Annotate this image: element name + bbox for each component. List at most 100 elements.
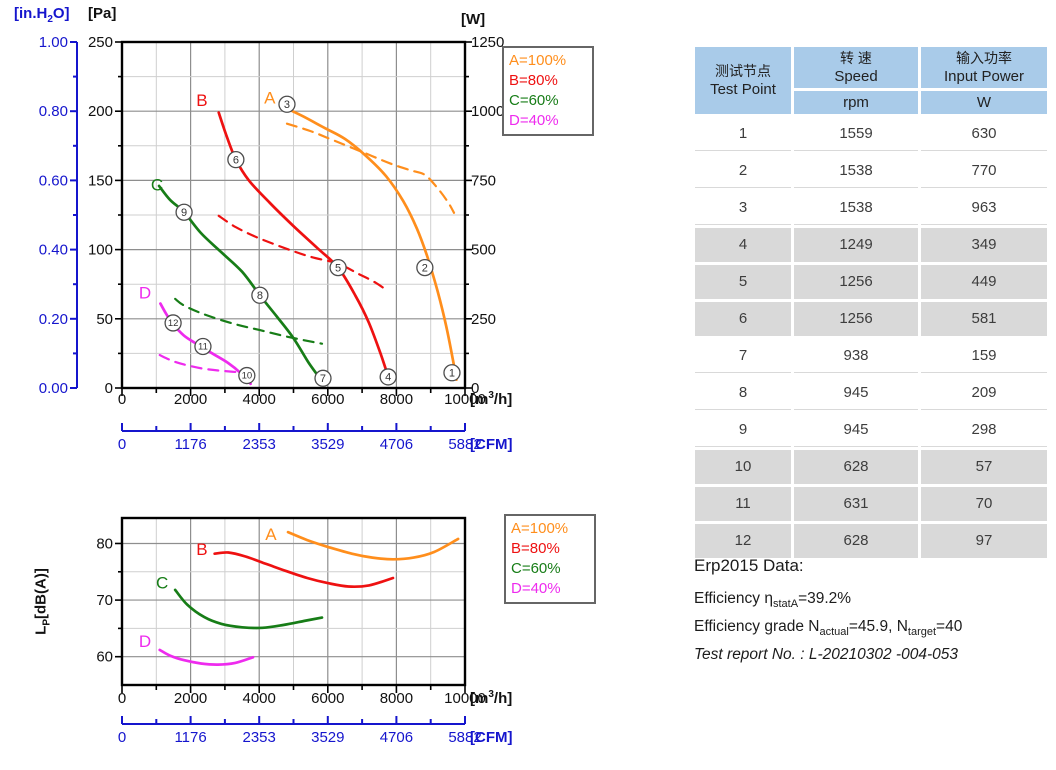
curve-label-D: D	[139, 632, 151, 651]
m3h-axis-unit-bottom: [m3/h]	[470, 689, 513, 707]
tick-label: 1176	[174, 729, 206, 746]
test-point-marker-3	[278, 95, 296, 113]
test-point-number-1: 1	[449, 368, 455, 380]
test-point-number-5: 5	[335, 262, 341, 274]
curve-C-power	[174, 297, 324, 345]
curve-label-A: A	[264, 88, 276, 107]
power-unit-header: W	[921, 91, 1047, 114]
tick-label: 2000	[174, 391, 207, 408]
tick-label: 1.00	[39, 34, 68, 51]
tick-label: 2000	[174, 690, 207, 707]
test-point-number-12: 12	[168, 318, 179, 329]
legend-item-A: A=100%	[511, 520, 569, 537]
curve-label-B: B	[196, 540, 207, 559]
tick-label: 0.20	[39, 311, 68, 328]
curve-B-power	[217, 214, 390, 293]
curve-label-A: A	[265, 525, 277, 544]
curve-A-pressure	[285, 107, 458, 382]
tick-label: 4000	[243, 690, 276, 707]
tick-label: 1176	[174, 436, 206, 453]
table-row-7: 7 938 159	[695, 339, 1047, 373]
legend-top-chart: A=100% B=80% C=60% D=40%	[502, 46, 594, 136]
test-point-marker-10	[238, 366, 256, 385]
tick-label: 2353	[243, 436, 276, 453]
curve-A-power	[285, 122, 456, 214]
w-axis-unit: [W]	[461, 11, 486, 28]
tick-label: 200	[88, 103, 113, 120]
inh2o-axis-unit: [in.H2O]	[14, 5, 70, 25]
tick-label: 150	[88, 172, 113, 189]
lp-axis-unit: LP[dB(A)]	[32, 568, 53, 635]
test-point-number-7: 7	[320, 373, 326, 385]
tick-label: 0.00	[39, 380, 68, 397]
legend-item-D: D=40%	[511, 580, 561, 597]
tick-label: 0.60	[39, 172, 68, 189]
tick-label: 100	[88, 242, 113, 259]
tick-label: 4706	[380, 729, 413, 746]
test-point-marker-12	[164, 314, 182, 332]
table-row-8: 8 945 209	[695, 376, 1047, 410]
tick-label: 500	[471, 242, 496, 259]
table-row-5: 5 1256 449	[695, 265, 1047, 299]
tick-label: 3529	[311, 436, 344, 453]
legend-item-C: C=60%	[509, 92, 559, 109]
tick-label: 0.40	[39, 242, 68, 259]
test-point-number-10: 10	[242, 371, 253, 382]
curve-A-noise	[286, 530, 460, 561]
table-row-12: 12 628 97	[695, 524, 1047, 558]
erp-grade-line: Efficiency grade Nactual=45.9, Ntarget=4…	[694, 618, 963, 639]
test-point-marker-5	[329, 258, 347, 277]
tick-label: 0	[105, 380, 113, 397]
curve-label-C: C	[156, 574, 168, 593]
table-row-11: 11 631 70	[695, 487, 1047, 521]
tick-label: 250	[471, 311, 496, 328]
tick-label: 250	[88, 34, 113, 51]
legend-item-C: C=60%	[511, 560, 561, 577]
tick-label: 2353	[243, 729, 276, 746]
table-row-10: 10 628 57	[695, 450, 1047, 484]
tick-label: 50	[96, 311, 113, 328]
tick-label: 0	[118, 391, 126, 408]
tick-label: 6000	[311, 391, 344, 408]
test-point-marker-9	[175, 203, 193, 221]
table-row-1: 1 1559 630	[695, 117, 1047, 151]
test-point-marker-6	[227, 150, 245, 169]
test-point-number-3: 3	[284, 99, 290, 111]
tick-label: 10000	[444, 391, 486, 408]
tick-label: 8000	[380, 690, 413, 707]
table-row-3: 3 1538 963	[695, 191, 1047, 225]
speed-unit-header: rpm	[794, 91, 918, 114]
tick-label: 1000	[471, 103, 504, 120]
test-point-number-8: 8	[257, 290, 263, 302]
erp-test-report-line: Test report No. : L-20210302 -004-053	[694, 646, 958, 663]
table-row-2: 2 1538 770	[695, 154, 1047, 188]
tick-label: 6000	[311, 690, 344, 707]
test-point-marker-1	[443, 364, 461, 382]
tick-label: 3529	[311, 729, 344, 746]
tick-label: 5882	[448, 729, 481, 746]
table-row-9: 9 945 298	[695, 413, 1047, 447]
curve-B-noise	[213, 551, 395, 589]
erp-title: Erp2015 Data:	[694, 556, 804, 575]
cfm-axis-unit-top: [CFM]	[470, 436, 513, 453]
tick-label: 8000	[380, 391, 413, 408]
test-point-number-9: 9	[181, 207, 187, 219]
test-point-marker-2	[416, 258, 434, 277]
test-point-number-2: 2	[422, 262, 428, 274]
test-point-marker-7	[314, 369, 332, 387]
tick-label: 4000	[243, 391, 276, 408]
curve-D-noise	[158, 648, 255, 666]
erp-efficiency-line: Efficiency ηstatA=39.2%	[694, 590, 852, 611]
tick-label: 60	[96, 649, 113, 666]
curve-label-C: C	[151, 176, 163, 195]
legend-item-B: B=80%	[511, 540, 560, 557]
test-point-marker-11	[194, 337, 212, 356]
tick-label: 0	[118, 729, 126, 746]
col-test-point-header: 测试节点 Test Point	[695, 47, 791, 114]
m3h-axis-unit-top: [m3/h]	[470, 390, 513, 408]
test-point-number-11: 11	[198, 342, 208, 353]
pa-axis-unit: [Pa]	[88, 5, 117, 22]
tick-label: 70	[96, 592, 113, 609]
test-point-table: 测试节点 Test Point 转 速 Speed 输入功率 Input Pow…	[692, 44, 1050, 561]
